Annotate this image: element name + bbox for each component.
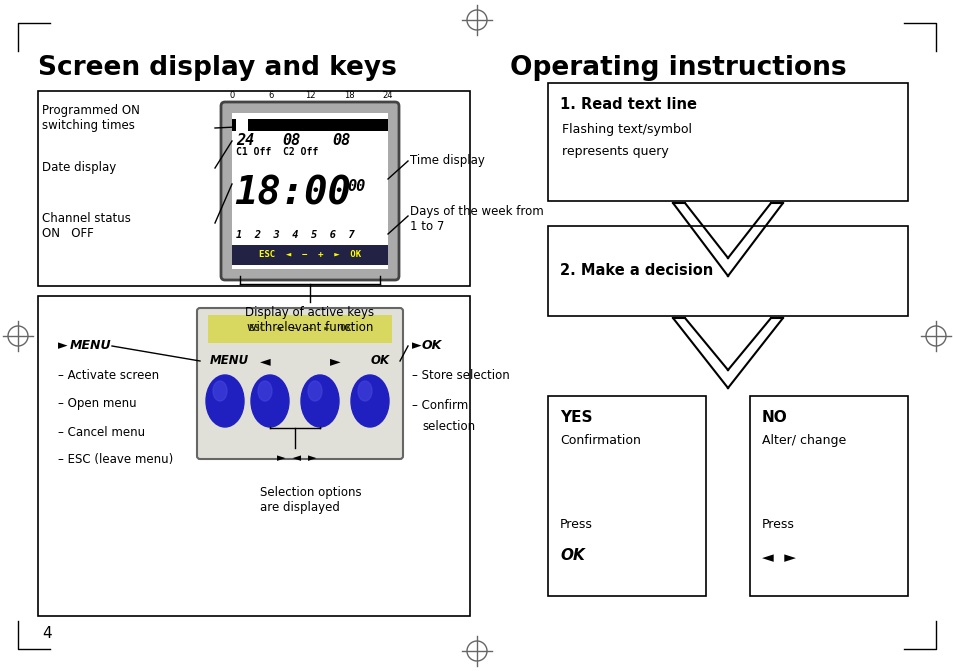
Bar — [547, 83, 907, 201]
Text: – Activate screen: – Activate screen — [58, 370, 159, 382]
FancyBboxPatch shape — [221, 102, 398, 280]
Bar — [547, 226, 907, 316]
Text: ◄: ◄ — [259, 354, 270, 368]
Text: – ESC (leave menu): – ESC (leave menu) — [58, 454, 173, 466]
Text: 08: 08 — [282, 133, 300, 148]
Bar — [208, 315, 392, 343]
Text: OK: OK — [371, 354, 390, 368]
Text: MENU: MENU — [70, 340, 112, 352]
Text: 1  2  3  4  5  6  7: 1 2 3 4 5 6 7 — [235, 230, 355, 240]
Text: Press: Press — [761, 518, 794, 531]
Text: Programmed ON
switching times: Programmed ON switching times — [42, 104, 140, 132]
Text: – Confirm: – Confirm — [412, 399, 468, 413]
Text: 12: 12 — [304, 91, 314, 100]
Text: 0: 0 — [229, 91, 234, 100]
Text: ►  ◄  ►: ► ◄ ► — [276, 453, 316, 463]
Ellipse shape — [351, 375, 389, 427]
Text: 2. Make a decision: 2. Make a decision — [559, 264, 713, 278]
Text: Selection options
are displayed: Selection options are displayed — [260, 486, 361, 514]
Ellipse shape — [301, 375, 338, 427]
Ellipse shape — [308, 381, 322, 401]
Text: Press: Press — [559, 518, 592, 531]
FancyBboxPatch shape — [196, 308, 402, 459]
Text: Channel status
ON   OFF: Channel status ON OFF — [42, 212, 131, 240]
Bar — [749, 396, 907, 596]
Text: – Store selection: – Store selection — [412, 370, 509, 382]
Text: Display of active keys
withrelevant function: Display of active keys withrelevant func… — [245, 306, 375, 334]
Text: 24: 24 — [235, 133, 254, 148]
Bar — [235, 119, 248, 131]
Text: selection: selection — [421, 419, 475, 433]
Text: MENU: MENU — [210, 354, 249, 368]
Text: Days of the week from
1 to 7: Days of the week from 1 to 7 — [410, 205, 543, 233]
Text: YES: YES — [559, 410, 592, 425]
Text: 6: 6 — [268, 91, 274, 100]
Text: Operating instructions: Operating instructions — [510, 55, 845, 81]
Text: Confirmation: Confirmation — [559, 434, 640, 447]
Text: Screen display and keys: Screen display and keys — [38, 55, 396, 81]
Bar — [232, 119, 388, 131]
Ellipse shape — [206, 375, 244, 427]
Text: Date display: Date display — [42, 162, 116, 174]
Text: 24: 24 — [382, 91, 393, 100]
Text: 1. Read text line: 1. Read text line — [559, 97, 697, 112]
Text: ►: ► — [58, 340, 71, 352]
Bar — [38, 91, 470, 286]
Text: NO: NO — [761, 410, 787, 425]
Ellipse shape — [257, 381, 272, 401]
Text: ►: ► — [330, 354, 340, 368]
Text: 00: 00 — [347, 180, 365, 195]
Text: C1 Off  C2 Off: C1 Off C2 Off — [235, 147, 318, 157]
Text: 4: 4 — [42, 625, 51, 641]
Text: Time display: Time display — [410, 154, 484, 168]
Text: ◄  ►: ◄ ► — [761, 550, 795, 565]
Text: represents query: represents query — [561, 145, 668, 158]
Text: 08: 08 — [332, 133, 350, 148]
Text: ESC  ◄  −  +  ►  OK: ESC ◄ − + ► OK — [249, 325, 351, 333]
Bar — [547, 396, 705, 596]
Text: Alter/ change: Alter/ change — [761, 434, 845, 447]
Text: Flashing text/symbol: Flashing text/symbol — [561, 123, 691, 136]
Text: 18:00: 18:00 — [233, 175, 351, 213]
Ellipse shape — [357, 381, 372, 401]
Text: – Cancel menu: – Cancel menu — [58, 425, 145, 439]
Text: 18: 18 — [343, 91, 354, 100]
Ellipse shape — [213, 381, 227, 401]
Bar — [232, 245, 388, 265]
Ellipse shape — [251, 375, 289, 427]
Text: ►: ► — [412, 340, 426, 352]
Text: ESC  ◄  −  +  ►  OK: ESC ◄ − + ► OK — [258, 250, 360, 260]
Bar — [232, 113, 388, 269]
Text: OK: OK — [421, 340, 442, 352]
Text: OK: OK — [559, 548, 584, 563]
Text: – Open menu: – Open menu — [58, 397, 136, 411]
Bar — [38, 296, 470, 616]
